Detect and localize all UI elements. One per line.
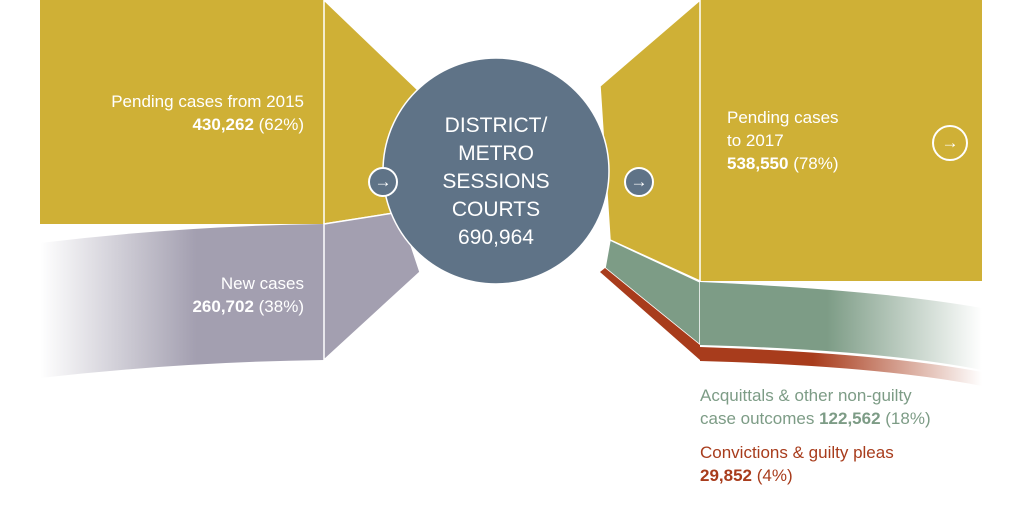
court-total: 690,964 <box>458 226 534 249</box>
acquittals-value: 122,562 <box>819 409 881 428</box>
pending-2015-value: 430,262 <box>192 115 254 134</box>
new-cases-label: New cases 260,702 (38%) <box>192 274 304 316</box>
acquittals-ribbon <box>700 282 982 370</box>
acquittals-pct: (18%) <box>885 409 931 428</box>
pending-2017-value: 538,550 <box>727 154 789 173</box>
arrow-right-icon[interactable]: → <box>624 167 654 197</box>
convictions-funnel <box>600 268 700 360</box>
new-cases-value: 260,702 <box>192 297 254 316</box>
convictions-ribbon <box>700 347 982 386</box>
court-label: DISTRICT/ METRO SESSIONS COURTS 690,964 <box>396 112 596 252</box>
pending-2015-pct: (62%) <box>258 115 304 134</box>
pending-2017-funnel <box>599 0 701 283</box>
convictions-value: 29,852 <box>700 466 752 485</box>
pending-2015-box <box>40 0 324 224</box>
convictions-label: Convictions & guilty pleas 29,852 (4%) <box>700 443 894 485</box>
convictions-pct: (4%) <box>756 466 793 485</box>
pending-2017-pct: (78%) <box>793 154 839 173</box>
new-cases-ribbon <box>40 224 324 378</box>
new-cases-pct: (38%) <box>258 297 304 316</box>
acquittals-label: Acquittals & other non-guilty case outco… <box>700 386 931 428</box>
pending-2017-label: Pending cases to 2017 538,550 (78%) <box>727 108 839 173</box>
pending-2015-label: Pending cases from 2015 430,262 (62%) <box>111 92 304 134</box>
arrow-right-icon[interactable]: → <box>932 125 968 161</box>
arrow-right-icon[interactable]: → <box>368 167 398 197</box>
new-cases-funnel <box>323 211 421 362</box>
